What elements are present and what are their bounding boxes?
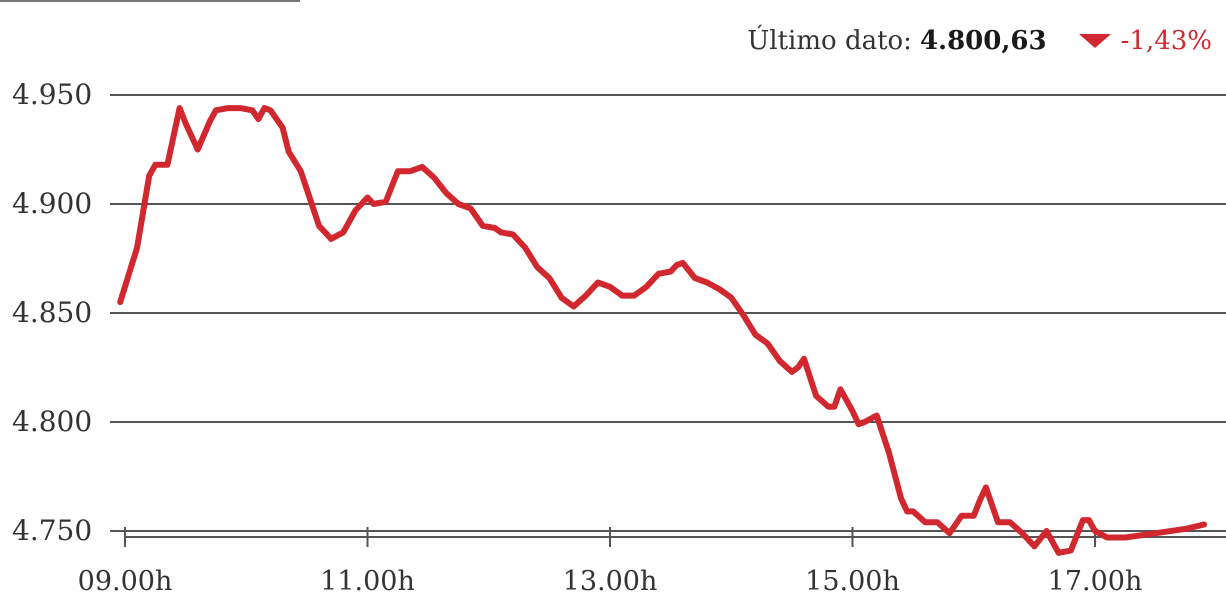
- y-tick-label: 4.900: [12, 187, 92, 220]
- y-axis-ticks: 4.950 4.900 4.850 4.800 4.750: [12, 78, 92, 547]
- x-tick-label: 11.00h: [320, 566, 415, 597]
- last-value-label: Último dato:: [747, 26, 912, 56]
- series-line: [117, 105, 1208, 556]
- x-tick-label: 17.00h: [1048, 566, 1143, 597]
- series-layer: [117, 105, 1208, 556]
- x-tick-label: 13.00h: [563, 566, 658, 597]
- last-value-summary: Último dato: 4.800,63 -1,43%: [747, 26, 1212, 56]
- header-divider: [0, 0, 300, 2]
- y-tick-label: 4.800: [12, 405, 92, 438]
- last-value: 4.800,63: [919, 26, 1047, 56]
- y-tick-label: 4.750: [12, 514, 92, 547]
- triangle-down-icon: [1078, 34, 1111, 48]
- y-tick-label: 4.850: [12, 296, 92, 329]
- y-tick-label: 4.950: [12, 78, 92, 111]
- x-axis: 09.00h 11.00h 13.00h 15.00h 17.00h: [78, 527, 1226, 597]
- change-percent: -1,43%: [1120, 26, 1212, 56]
- x-tick-label: 15.00h: [805, 566, 900, 597]
- x-tick-label: 09.00h: [78, 566, 173, 597]
- gridlines: [110, 94, 1226, 532]
